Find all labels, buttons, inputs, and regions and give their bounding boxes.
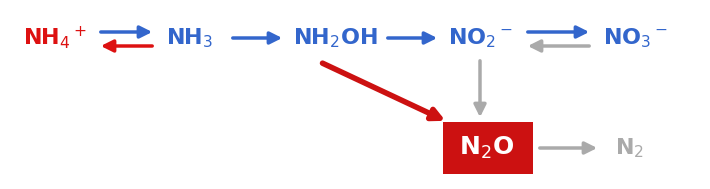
Text: NH$_2$OH: NH$_2$OH bbox=[293, 26, 378, 50]
Text: NH$_3$: NH$_3$ bbox=[166, 26, 214, 50]
Text: NO$_2$$^-$: NO$_2$$^-$ bbox=[447, 26, 513, 50]
Text: NO$_3$$^-$: NO$_3$$^-$ bbox=[603, 26, 667, 50]
Text: N$_2$: N$_2$ bbox=[616, 136, 645, 160]
Bar bbox=[443, 122, 533, 174]
Text: NH$_4$$^+$: NH$_4$$^+$ bbox=[23, 25, 87, 51]
Text: N$_2$O: N$_2$O bbox=[459, 135, 515, 161]
